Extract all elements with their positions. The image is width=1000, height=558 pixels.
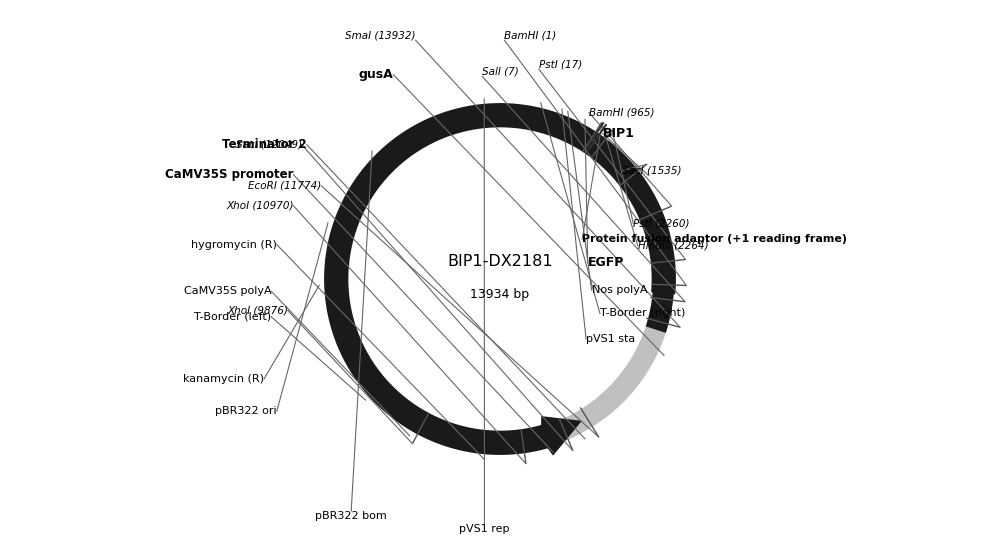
Polygon shape (455, 102, 514, 129)
Polygon shape (326, 105, 674, 453)
Polygon shape (494, 105, 674, 333)
Text: EGFP: EGFP (588, 256, 624, 269)
Polygon shape (323, 256, 373, 378)
Polygon shape (324, 103, 676, 455)
Text: gusA: gusA (359, 68, 393, 81)
Text: BamHI (965): BamHI (965) (589, 108, 654, 117)
Text: EcoRI (11774): EcoRI (11774) (248, 181, 321, 191)
Text: PstI (17): PstI (17) (539, 59, 582, 69)
Text: HindIII (2264): HindIII (2264) (638, 240, 708, 251)
Text: BIP1-DX2181: BIP1-DX2181 (447, 254, 553, 269)
Text: SmaI (13932): SmaI (13932) (345, 30, 416, 40)
Text: PstI (2260): PstI (2260) (633, 219, 690, 228)
Text: kanamycin (R): kanamycin (R) (183, 374, 264, 384)
Text: 13934 bp: 13934 bp (470, 288, 530, 301)
Text: BamHI (1): BamHI (1) (504, 30, 557, 40)
Text: BIP1: BIP1 (603, 127, 635, 140)
Text: CaMV35S polyA: CaMV35S polyA (184, 286, 271, 296)
Text: hygromycin (R): hygromycin (R) (191, 239, 277, 249)
Polygon shape (373, 383, 536, 451)
Polygon shape (330, 167, 383, 252)
Text: pVS1 rep: pVS1 rep (459, 525, 510, 535)
Text: pBR322 ori: pBR322 ori (215, 406, 277, 416)
Text: T-Border (right): T-Border (right) (600, 309, 685, 319)
Text: SalI (7): SalI (7) (482, 66, 519, 76)
Text: SacI (1535): SacI (1535) (622, 166, 682, 176)
Text: CaMV35S promoter: CaMV35S promoter (165, 168, 293, 181)
Polygon shape (632, 187, 677, 273)
Text: XhoI (9876): XhoI (9876) (227, 306, 288, 316)
Text: Protein fusion adaptor (+1 reading frame): Protein fusion adaptor (+1 reading frame… (582, 234, 847, 244)
Text: pVS1 sta: pVS1 sta (586, 334, 635, 344)
Text: XhoI (10970): XhoI (10970) (226, 201, 293, 211)
Text: SacI (12049): SacI (12049) (236, 140, 302, 150)
Text: Nos polyA: Nos polyA (592, 285, 647, 295)
Text: pBR322 bom: pBR322 bom (315, 511, 387, 521)
Polygon shape (514, 107, 637, 183)
Polygon shape (374, 110, 453, 173)
Text: T-Border (left): T-Border (left) (194, 312, 271, 322)
Text: Terminator 2: Terminator 2 (222, 138, 307, 151)
